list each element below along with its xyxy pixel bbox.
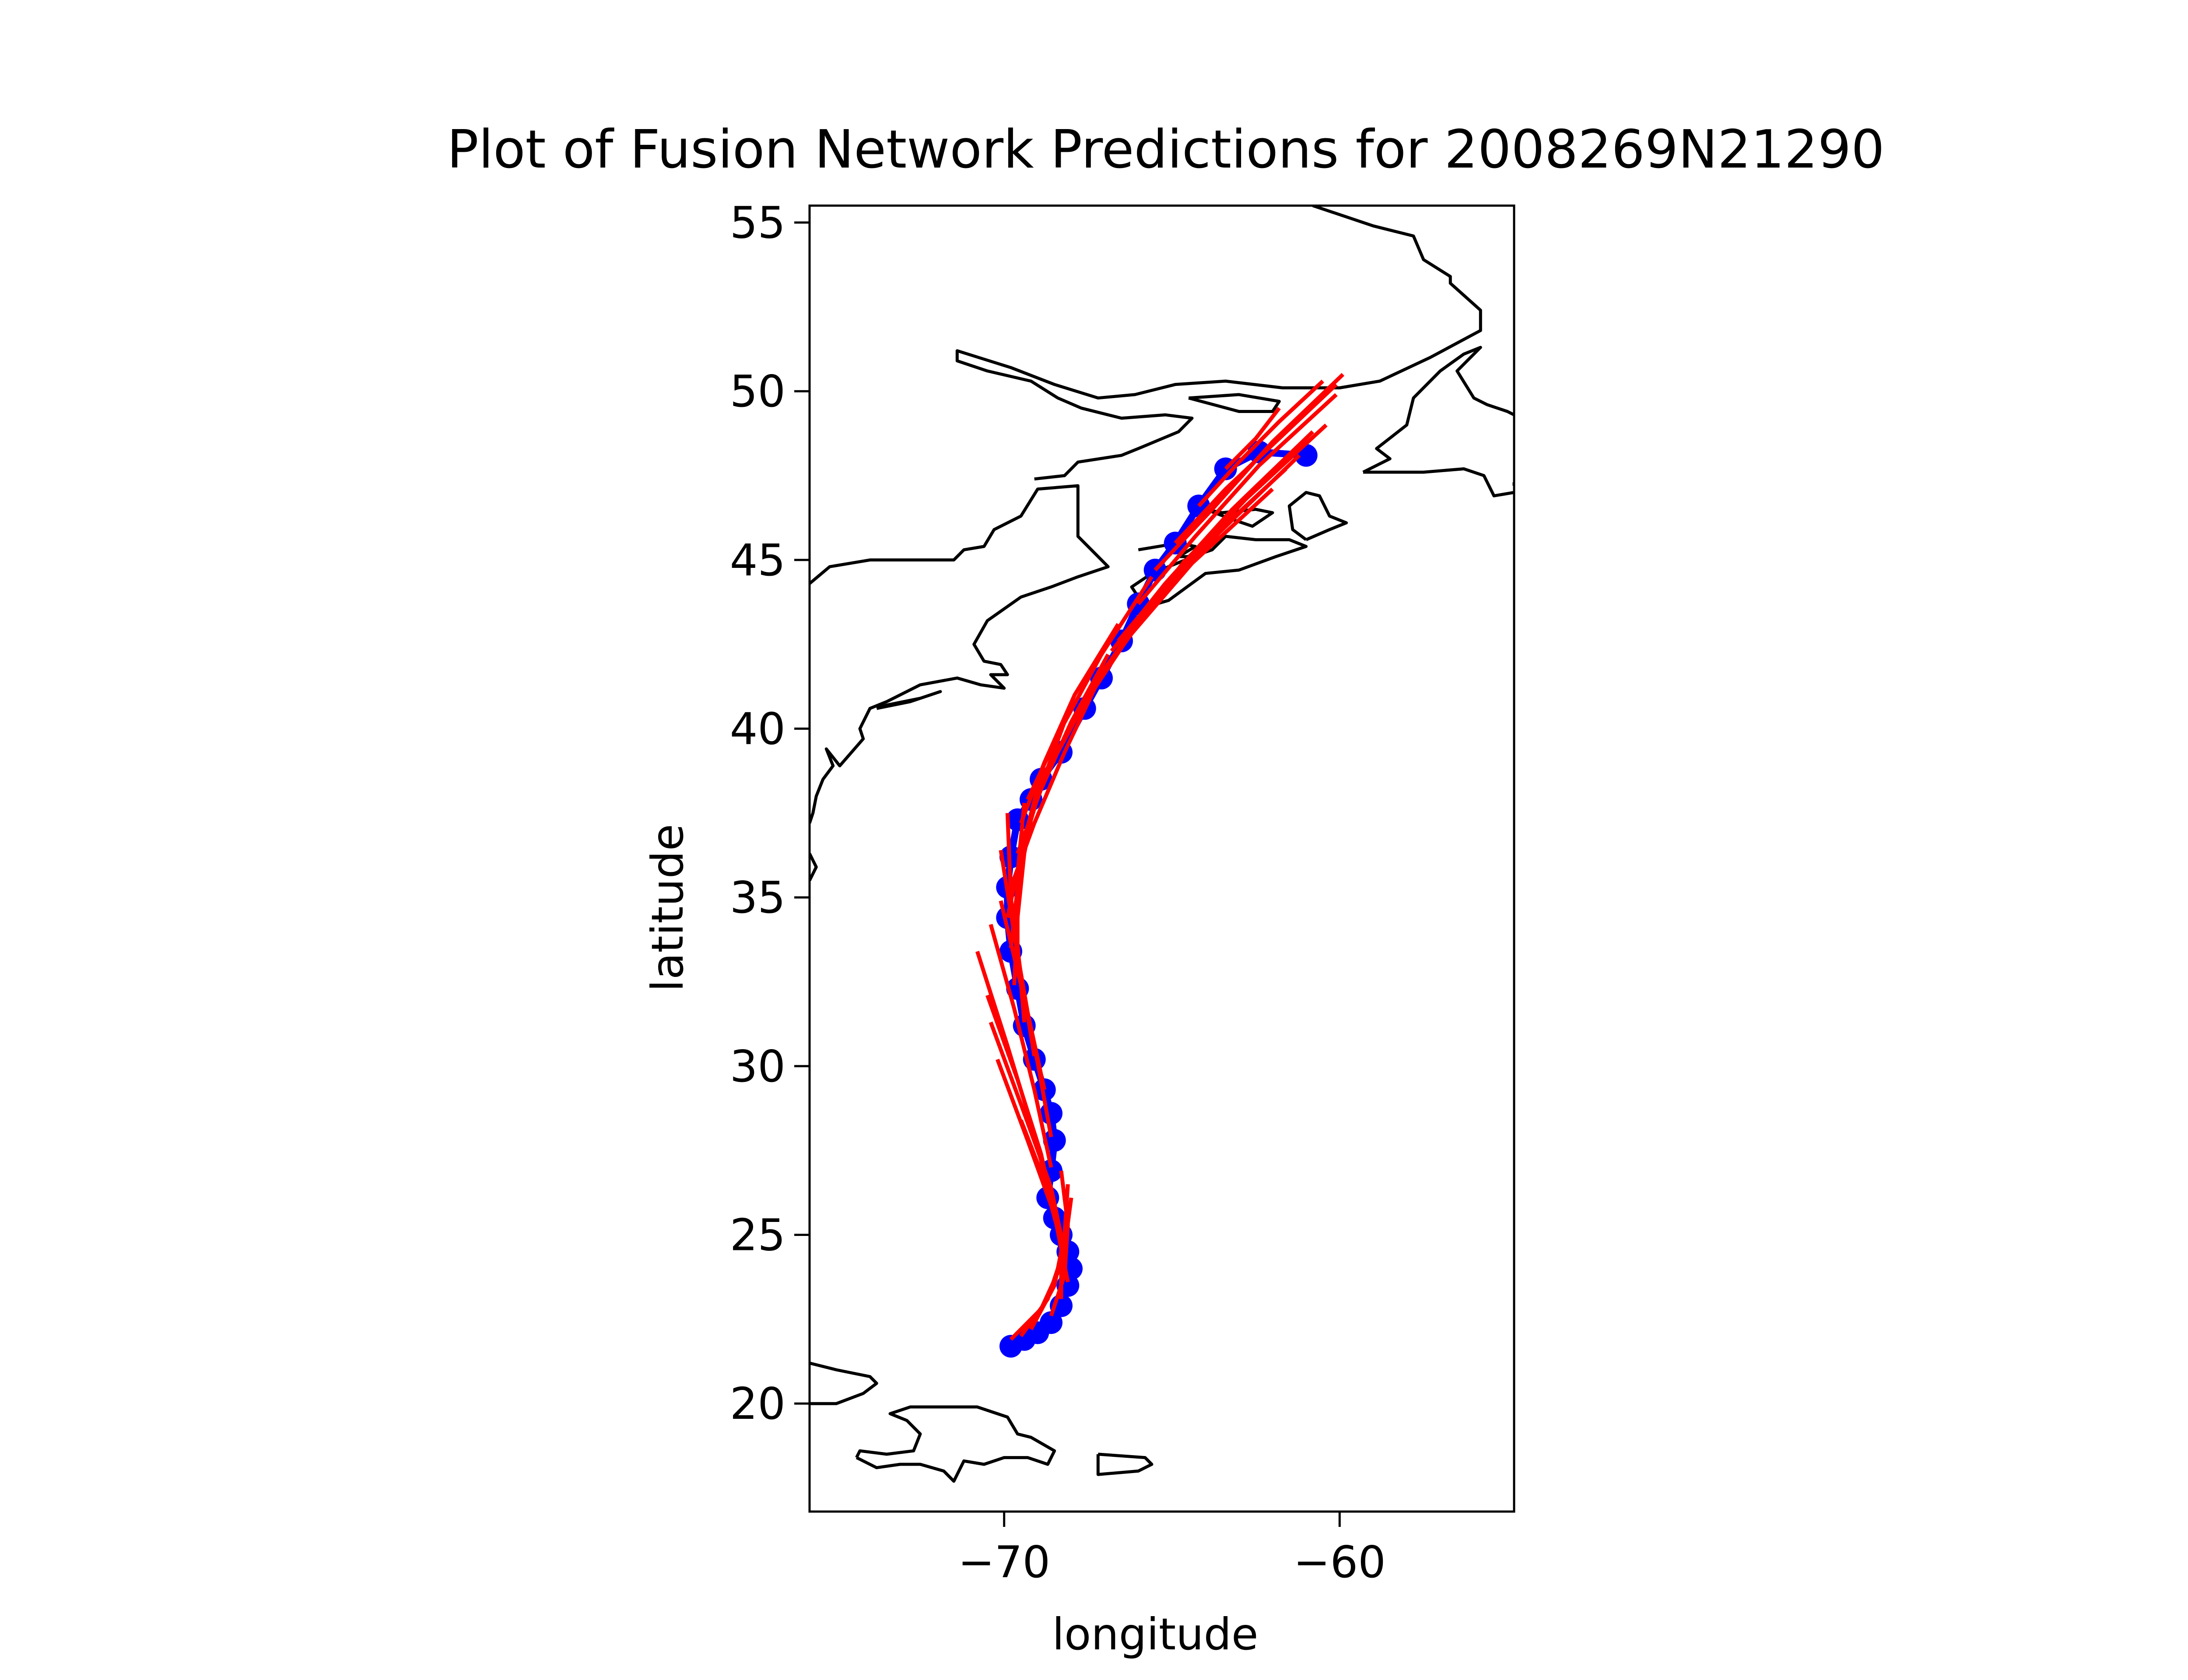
y-tick-label-2: 30 — [730, 1041, 785, 1092]
y-tick-label-7: 55 — [730, 197, 785, 248]
coastline-13 — [1096, 1452, 1154, 1476]
y-tick-label-0: 20 — [730, 1378, 785, 1429]
coastline-11 — [810, 1362, 878, 1405]
predicted-track-3 — [1049, 1170, 1070, 1317]
coastline-2 — [810, 853, 818, 882]
y-tick-label-1: 25 — [730, 1210, 785, 1261]
y-axis-ticks: 20 25 30 35 40 45 50 55 — [730, 197, 810, 1429]
predicted-tracks-layer — [975, 373, 1345, 1341]
chart-title: Plot of Fusion Network Predictions for 2… — [447, 119, 1884, 180]
plot-area — [810, 206, 1514, 1483]
axes-frame — [808, 204, 1515, 1513]
y-tick-label-5: 45 — [730, 535, 785, 586]
coastline-3 — [955, 206, 1482, 481]
predicted-track-30 — [1224, 407, 1281, 470]
x-axis-ticks: −70 −60 — [958, 1512, 1386, 1588]
predicted-track-20 — [1026, 575, 1154, 801]
y-tick-label-6: 50 — [730, 366, 785, 417]
predicted-track-32 — [1086, 467, 1287, 696]
x-tick-label-0: −70 — [958, 1536, 1050, 1588]
predicted-track-31 — [1110, 430, 1315, 652]
observed-point-3 — [1040, 1311, 1062, 1334]
coastline-7 — [1287, 491, 1348, 541]
predicted-track-8 — [975, 951, 1053, 1198]
predicted-track-28 — [1174, 383, 1338, 545]
coastline-9 — [1363, 467, 1514, 497]
coastline-4 — [1188, 393, 1281, 413]
y-tick-label-3: 35 — [730, 872, 785, 923]
y-tick-label-4: 40 — [730, 704, 785, 755]
coastline-12 — [855, 1405, 1056, 1483]
x-tick-label-1: −60 — [1294, 1536, 1386, 1588]
coastline-8 — [1362, 346, 1514, 474]
predicted-track-26 — [1136, 393, 1338, 606]
predicted-track-29 — [1197, 379, 1325, 508]
coastline-1 — [876, 690, 942, 710]
predicted-track-9 — [989, 924, 1053, 1168]
x-axis-label: longitude — [1052, 1609, 1258, 1660]
predicted-track-17 — [1009, 680, 1100, 888]
y-axis-label: latitude — [642, 824, 693, 992]
predicted-track-5 — [996, 1058, 1070, 1283]
coastline-0 — [810, 484, 1110, 824]
